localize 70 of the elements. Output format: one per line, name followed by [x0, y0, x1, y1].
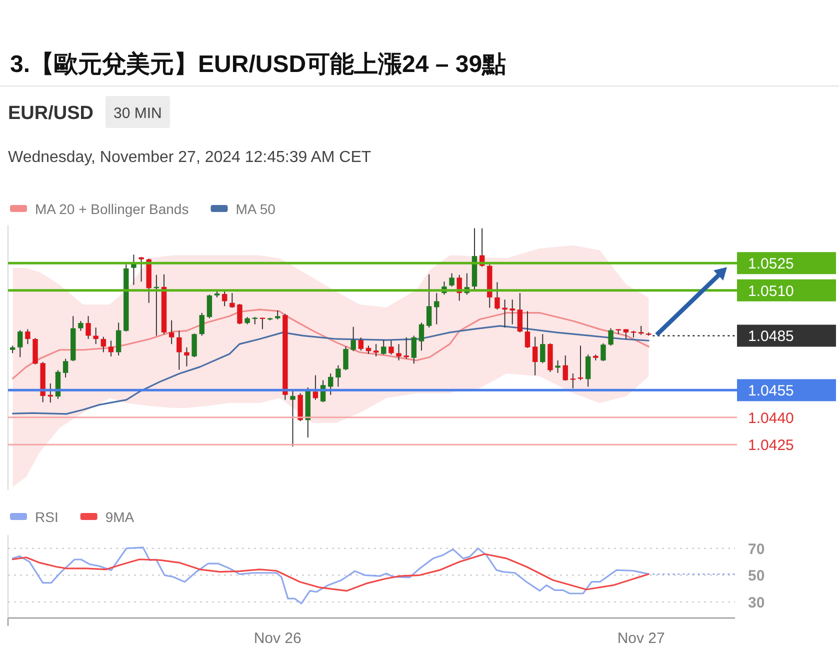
candlestick [78, 320, 84, 332]
text: Wednesday, November 27, 2024 12:45:39 AM CET [8, 149, 372, 166]
candlestick [404, 336, 409, 360]
candlestick [418, 322, 424, 352]
chart-title: 3.【歐元兌美元】EUR/USD可能上漲24 – 39點 [10, 50, 506, 78]
candlestick [350, 326, 356, 352]
ref-line-label: 1.0425 [748, 437, 794, 454]
candlestick [168, 320, 174, 345]
candlestick [192, 333, 197, 358]
candlestick [184, 346, 190, 367]
ref-line-label: 1.0510 [748, 282, 794, 300]
candlestick [517, 292, 523, 333]
candlestick [62, 358, 68, 378]
candlestick [230, 292, 235, 308]
candlestick [388, 340, 394, 356]
candlestick [449, 272, 454, 288]
candlestick [222, 290, 228, 307]
candlestick [86, 316, 91, 340]
candlestick [411, 335, 417, 364]
legend-label: MA 20 + Bollinger Bands [35, 201, 189, 217]
candlestick [494, 282, 500, 310]
candlestick [585, 354, 591, 388]
candlestick [138, 256, 144, 282]
candlestick [328, 372, 334, 396]
candlestick [116, 322, 122, 356]
candlestick [312, 374, 318, 400]
y-tick-label: 30 [748, 594, 765, 612]
candlestick [623, 328, 629, 340]
candlestick [199, 312, 204, 336]
candlestick [434, 292, 440, 325]
candlestick [100, 336, 106, 353]
line-series [12, 553, 650, 592]
chart-subtitle: EUR/USD [8, 103, 94, 124]
candlestick [93, 327, 98, 345]
candlestick [532, 336, 538, 376]
candlestick [373, 344, 379, 357]
candlestick [562, 355, 568, 382]
candlestick [396, 344, 402, 361]
candlestick [510, 299, 515, 325]
candlestick [608, 328, 614, 346]
ref-line-label: 1.0525 [748, 256, 794, 273]
ref-line-label: 1.0455 [748, 382, 794, 400]
y-tick-label: 70 [748, 540, 765, 558]
text: 30 MIN [114, 105, 162, 122]
x-tick-label: Nov 27 [617, 630, 665, 647]
candlestick [600, 342, 606, 362]
candlestick [25, 328, 30, 345]
candlestick [426, 274, 432, 328]
candlestick [176, 330, 182, 370]
y-tick-label: 50 [748, 568, 765, 585]
candlestick [540, 334, 546, 364]
candlestick [343, 346, 348, 371]
line-series [12, 546, 650, 604]
legend-label: MA 50 [236, 201, 276, 217]
candlestick [206, 294, 212, 319]
candlestick [570, 372, 576, 389]
candlestick [18, 330, 23, 358]
candlestick [524, 310, 530, 348]
legend-label: 9MA [105, 509, 135, 525]
legend-label: RSI [35, 509, 58, 525]
candlestick [336, 364, 341, 388]
candlestick [237, 303, 242, 325]
ref-line-label: 1.0485 [748, 328, 794, 346]
candlestick [555, 360, 560, 374]
candlestick [108, 340, 114, 357]
candlestick [358, 337, 364, 352]
candlestick [290, 388, 296, 447]
candlestick [381, 340, 386, 356]
x-tick-label: Nov 26 [254, 630, 302, 647]
ref-line-label: 1.0440 [748, 410, 794, 427]
